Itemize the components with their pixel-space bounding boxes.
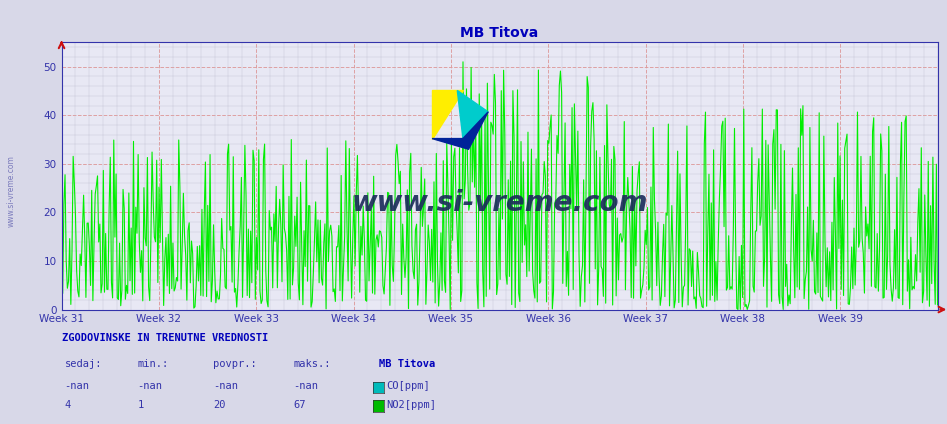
Text: 4: 4	[64, 400, 71, 410]
Polygon shape	[457, 90, 488, 139]
Text: min.:: min.:	[137, 359, 169, 369]
Text: NO2[ppm]: NO2[ppm]	[386, 400, 437, 410]
Text: -nan: -nan	[137, 381, 162, 391]
Text: povpr.:: povpr.:	[213, 359, 257, 369]
Text: www.si-vreme.com: www.si-vreme.com	[7, 155, 16, 227]
Text: www.si-vreme.com: www.si-vreme.com	[351, 189, 648, 217]
Text: ZGODOVINSKE IN TRENUTNE VREDNOSTI: ZGODOVINSKE IN TRENUTNE VREDNOSTI	[62, 333, 268, 343]
Text: maks.:: maks.:	[294, 359, 331, 369]
Text: MB Titova: MB Titova	[379, 359, 435, 369]
Text: -nan: -nan	[213, 381, 238, 391]
Text: 67: 67	[294, 400, 306, 410]
Polygon shape	[432, 90, 463, 139]
Text: -nan: -nan	[64, 381, 89, 391]
Title: MB Titova: MB Titova	[460, 26, 539, 40]
Text: sedaj:: sedaj:	[64, 359, 102, 369]
Text: 1: 1	[137, 400, 144, 410]
Text: CO[ppm]: CO[ppm]	[386, 381, 430, 391]
Text: -nan: -nan	[294, 381, 318, 391]
Text: 20: 20	[213, 400, 225, 410]
Polygon shape	[432, 112, 488, 149]
